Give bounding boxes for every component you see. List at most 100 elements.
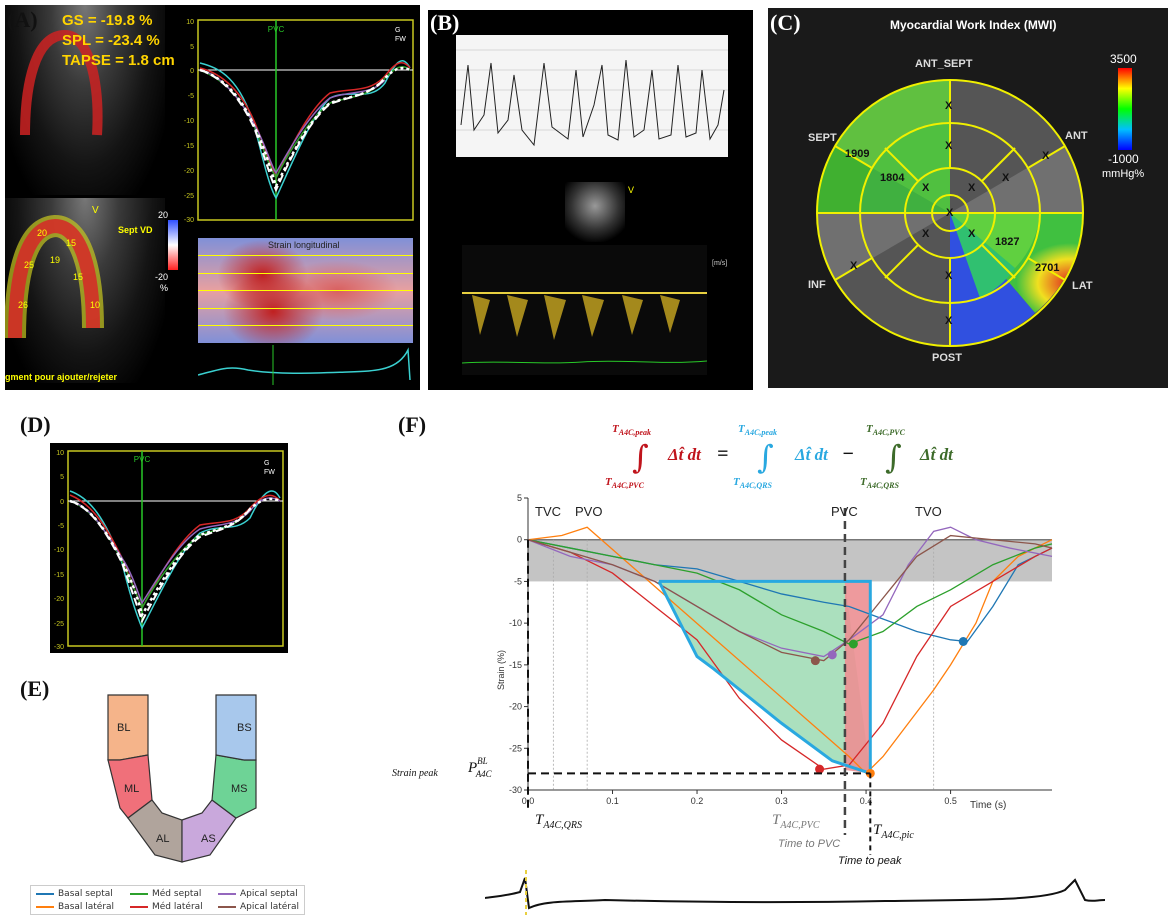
segment-label-as: AS	[201, 833, 216, 845]
series-line-5	[527, 534, 1053, 662]
peak-marker-5	[958, 636, 968, 646]
bullseye-label-sept: SEPT	[808, 132, 837, 144]
eq-rhs-lower-t: T	[860, 476, 867, 488]
y-tick-label-4: -15	[509, 660, 522, 670]
eq-rhs-lower: TA4C,QRS	[860, 476, 899, 490]
event-pvo: PVO	[575, 504, 602, 519]
bullseye-x-mark-7: X	[946, 207, 954, 219]
mwi-cb-min: -1000	[1108, 152, 1139, 166]
chart-ylabel: Strain (%)	[496, 650, 506, 690]
legend-basal-septal: Basal septal	[36, 889, 113, 899]
peak-marker-3	[827, 650, 837, 660]
d-ytick-6: -20	[54, 596, 64, 603]
legend-med-lateral: Méd latéral	[130, 902, 203, 912]
segment-label-ml: ML	[124, 783, 140, 795]
legend-apical-lateral: Apical latéral	[218, 902, 299, 912]
t-pic-t: T	[873, 822, 882, 838]
x-tick-label-4: 0.4	[860, 796, 873, 806]
heatmap-band-4	[198, 308, 413, 309]
y-tick-label-0: 5	[517, 493, 522, 503]
tapse-value: TAPSE = 1.8 cm	[62, 52, 175, 69]
eq-mid-term: Δt̂ dt	[795, 445, 828, 464]
panel-a-echo-bottom	[5, 198, 165, 383]
panel-b-letter: (B)	[430, 10, 460, 35]
segment-label-bl: BL	[117, 722, 131, 734]
seg-value-0: 20	[37, 228, 48, 238]
bullseye-label-post: POST	[932, 352, 962, 364]
legend-basal-lateral-swatch	[36, 905, 54, 908]
legend-med-septal-label: Méd septal	[152, 889, 202, 899]
legend-apical-septal: Apical septal	[218, 889, 298, 899]
d-ytick-4: -10	[54, 547, 64, 554]
panel-a-legend-g: G	[395, 27, 400, 34]
segment-label-al: AL	[156, 833, 170, 845]
panel-b-echo-thumb	[565, 182, 625, 242]
t-qrs-sub: A4C,QRS	[543, 820, 582, 831]
y-tick-label-1: 0	[517, 535, 522, 545]
bottom-status-text: gment pour ajouter/rejeter	[5, 372, 118, 382]
panel-a-legend-fw: FW	[395, 36, 406, 43]
mwi-value-2701: 2701	[1035, 262, 1060, 274]
panel-a-echo-top-trace	[20, 29, 103, 136]
panel-a-strain-plot: PVC G FW 10 5 0 -5 -10 -15 -20 -25 -30	[184, 19, 414, 224]
mwi-value-1909: 1909	[845, 148, 870, 160]
x-tick-label-3: 0.3	[775, 796, 788, 806]
eq-rhs-integral: ∫	[885, 438, 902, 476]
eq-lhs-lower: TA4C,PVC	[605, 476, 644, 490]
eq-mid-upper-t: T	[738, 423, 745, 435]
legend-med-septal-swatch	[130, 892, 148, 895]
ecg-trace	[485, 870, 1105, 915]
time-to-peak-label: Time to peak	[838, 855, 902, 867]
eq-minus: −	[842, 443, 855, 465]
mwi-value-1827: 1827	[995, 236, 1020, 248]
d-ytick-2: 0	[60, 499, 64, 506]
legend-med-lateral-label: Méd latéral	[152, 902, 203, 912]
t-pvc-sub: A4C,PVC	[780, 820, 820, 831]
eq-mid-upper-sub: A4C,peak	[744, 428, 777, 438]
legend-med-lateral-swatch	[130, 905, 148, 908]
legend-apical-lateral-swatch	[218, 905, 236, 908]
legend-basal-septal-label: Basal septal	[58, 889, 113, 899]
bullseye-x-mark-9: X	[968, 228, 976, 240]
eq-rhs-upper-t: T	[866, 423, 873, 435]
seg-value-6: 10	[90, 300, 101, 310]
t-qrs-t: T	[535, 812, 544, 828]
bullseye-x-mark-8: X	[922, 228, 930, 240]
strain-heatmap: Strain longitudinal	[198, 238, 413, 343]
gs-value: GS = -19.8 %	[62, 12, 153, 29]
peak-marker-4	[848, 639, 858, 649]
legend-basal-lateral: Basal latéral	[36, 902, 114, 912]
green-integral-area	[659, 581, 871, 774]
cb-max-label: 20	[158, 210, 169, 220]
y-tick-label-3: -10	[509, 618, 522, 628]
panel-d-pvc-label: PVC	[134, 455, 151, 464]
segment-label-ms: MS	[231, 783, 248, 795]
heatmap-band-1	[198, 255, 413, 256]
event-tvo: TVO	[915, 504, 942, 519]
seg-value-3: 19	[50, 255, 61, 265]
peak-marker-0	[815, 764, 825, 774]
cyan-integral-outline	[657, 579, 872, 776]
eq-mid-lower-t: T	[733, 476, 740, 488]
eq-rhs-upper: TA4C,PVC	[866, 423, 905, 437]
bullseye-label-inf: INF	[808, 279, 826, 291]
legend-basal-septal-swatch	[36, 892, 54, 895]
a-ytick-7: -25	[184, 193, 194, 200]
panel-b-v-marker: V	[628, 185, 635, 195]
x-tick-label-2: 0.2	[691, 796, 704, 806]
mwi-cb-max: 3500	[1110, 52, 1137, 66]
a-ytick-3: -5	[188, 93, 194, 100]
strain-chart: 50-5-10-15-20-25-300.00.10.20.30.40.5 St…	[496, 493, 1053, 855]
bullseye-x-mark-6: X	[968, 182, 976, 194]
t-qrs-label: TA4C,QRS	[535, 812, 582, 831]
t-pvc-label: TA4C,PVC	[772, 812, 820, 831]
segment-diagram	[107, 694, 257, 863]
panel-a-echo-bottom-trace	[5, 214, 104, 339]
panel-f-letter: (F)	[398, 412, 427, 437]
eq-rhs-term: Δt̂ dt	[920, 445, 953, 464]
p-bl-sup: BL	[477, 756, 488, 766]
eq-rhs-lower-sub: A4C,QRS	[866, 481, 899, 491]
y-tick-label-2: -5	[514, 576, 522, 586]
t-pic-label: TA4C,pic	[873, 822, 914, 841]
t-pic-sub: A4C,pic	[881, 830, 914, 841]
